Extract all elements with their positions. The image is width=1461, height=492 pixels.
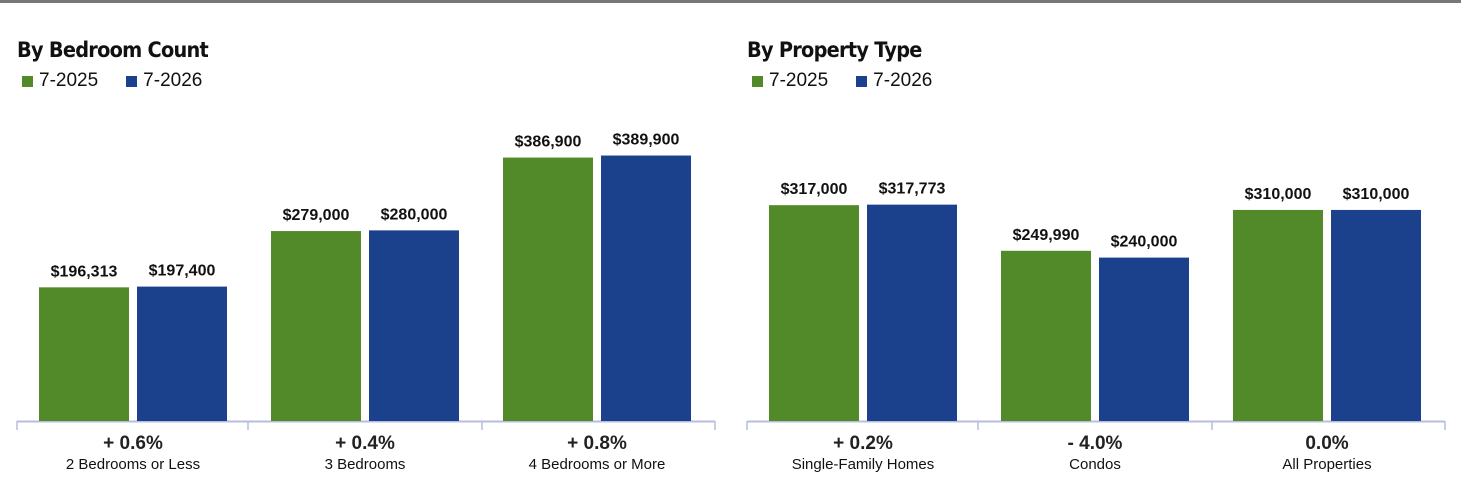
- chart-title: By Bedroom Count: [17, 38, 209, 62]
- legend-swatch-2025: [22, 75, 33, 87]
- bedroom-count-plot: $196,313 $197,400 + 0.6% 2 Bedrooms or Less…: [16, 132, 716, 473]
- category-label: Single-Family Homes: [792, 456, 935, 473]
- legend-swatch-2026: [126, 75, 138, 87]
- legend-label-2026: 7-2026: [873, 70, 933, 91]
- category-label: 2 Bedrooms or Less: [66, 456, 200, 473]
- percent-change-label: + 0.6%: [103, 433, 163, 454]
- legend-swatch-2026: [856, 75, 868, 87]
- bar-value-label: $386,900: [515, 134, 582, 151]
- bar-2026: [601, 155, 691, 421]
- category-label: Condos: [1069, 456, 1121, 473]
- category-label: All Properties: [1282, 456, 1371, 473]
- legend: 7-2025 7-2026: [22, 70, 202, 92]
- property-type-chart: By Property Type 7-2025 7-2026 $317,000 $…: [730, 0, 1461, 492]
- bar-2025: [503, 157, 593, 421]
- bar-2026: [867, 204, 957, 421]
- percent-change-label: + 0.2%: [833, 433, 893, 454]
- bar-value-label: $279,000: [283, 207, 350, 224]
- percent-change-label: + 0.4%: [335, 433, 395, 454]
- bar-value-label: $280,000: [381, 206, 448, 223]
- bar-value-label: $317,773: [879, 181, 946, 198]
- bar-value-label: $196,313: [51, 263, 118, 280]
- bar-value-label: $310,000: [1343, 186, 1410, 203]
- property-type-plot: $317,000 $317,773 + 0.2% Single-Family Home…: [746, 181, 1446, 473]
- legend-item-2025: 7-2025: [22, 70, 98, 92]
- category-label: 3 Bedrooms: [325, 456, 406, 473]
- bar-2025: [1233, 209, 1323, 421]
- bar-value-label: $240,000: [1111, 234, 1178, 251]
- legend-label-2025: 7-2025: [769, 70, 829, 91]
- percent-change-label: + 0.8%: [567, 433, 627, 454]
- chart-title: By Property Type: [747, 38, 922, 62]
- legend-item-2026: 7-2026: [856, 70, 932, 92]
- legend-item-2026: 7-2026: [126, 70, 202, 92]
- percent-change-label: 0.0%: [1305, 433, 1348, 454]
- legend-label-2026: 7-2026: [143, 70, 203, 91]
- bar-2025: [769, 205, 859, 421]
- bar-2026: [137, 286, 227, 421]
- legend-swatch-2025: [752, 75, 763, 87]
- bar-2025: [271, 231, 361, 421]
- category-label: 4 Bedrooms or More: [529, 456, 666, 473]
- bar-2026: [1331, 209, 1421, 421]
- legend-item-2025: 7-2025: [752, 70, 828, 92]
- bar-2025: [1001, 250, 1091, 421]
- bedroom-count-chart: By Bedroom Count 7-2025 7-2026 $196,313 $…: [0, 0, 730, 492]
- bar-value-label: $310,000: [1245, 186, 1312, 203]
- percent-change-label: - 4.0%: [1068, 433, 1123, 454]
- legend-label-2025: 7-2025: [39, 70, 99, 91]
- bar-value-label: $317,000: [781, 181, 848, 198]
- bar-2025: [39, 287, 129, 421]
- legend: 7-2025 7-2026: [752, 70, 932, 92]
- top-divider: [0, 0, 1461, 3]
- bar-value-label: $389,900: [613, 132, 680, 149]
- bar-value-label: $197,400: [149, 263, 216, 280]
- bar-2026: [1099, 257, 1189, 421]
- bar-value-label: $249,990: [1013, 227, 1080, 244]
- bar-2026: [369, 230, 459, 421]
